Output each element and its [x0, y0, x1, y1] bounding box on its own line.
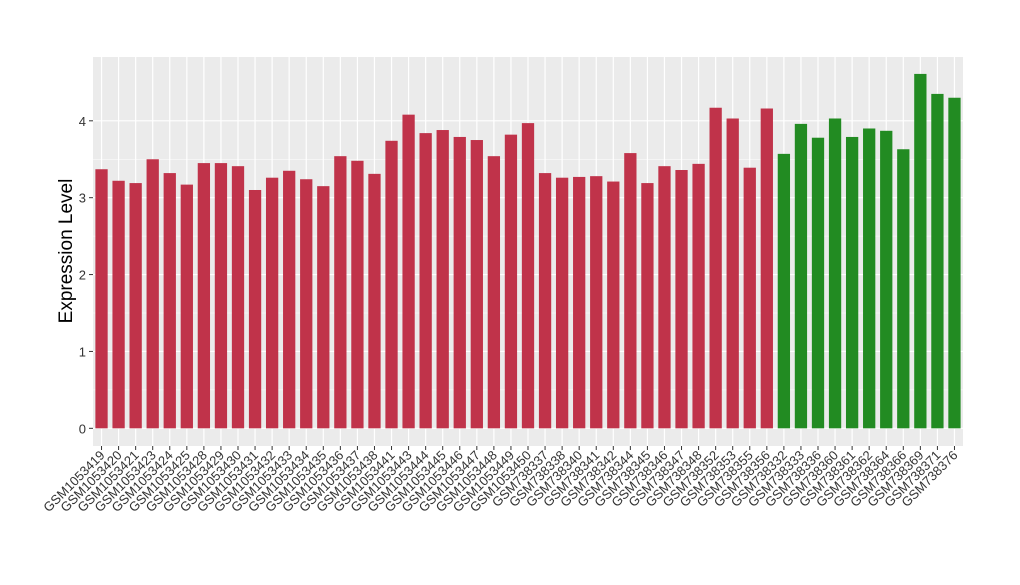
bar: [538, 173, 552, 429]
bar: [436, 130, 449, 429]
bar: [794, 123, 808, 429]
y-tick-label: 0: [79, 421, 86, 436]
bar: [607, 181, 620, 429]
bar: [487, 156, 501, 429]
y-axis-title: Expression Level: [56, 179, 77, 324]
bar: [197, 163, 211, 429]
bar: [590, 176, 603, 429]
bar: [828, 118, 842, 429]
bar: [112, 180, 125, 429]
bar: [368, 173, 381, 429]
y-tick-label: 1: [79, 344, 86, 359]
bar: [402, 114, 415, 429]
bar: [453, 136, 466, 429]
bar: [385, 140, 398, 429]
bar: [914, 73, 927, 429]
bar: [777, 153, 791, 429]
bar: [743, 167, 756, 429]
bar: [146, 159, 159, 429]
bar: [811, 137, 825, 429]
bar: [573, 176, 586, 429]
bar: [845, 136, 859, 429]
bar: [658, 166, 671, 429]
bar: [521, 123, 535, 429]
bar: [317, 186, 330, 429]
bar: [624, 153, 637, 429]
bar: [248, 189, 262, 429]
bar: [351, 160, 364, 429]
bar: [334, 156, 347, 429]
bar: [863, 128, 876, 429]
bar: [675, 170, 688, 429]
bar: [470, 140, 483, 429]
y-tick-label: 2: [79, 268, 86, 283]
bar: [760, 108, 773, 429]
bar: [504, 134, 518, 429]
bar: [948, 97, 961, 429]
y-tick-label: 3: [79, 191, 86, 206]
bar: [555, 177, 569, 429]
bar: [214, 163, 228, 429]
bar: [641, 183, 654, 429]
bar: [300, 179, 313, 429]
bar: [931, 93, 944, 429]
bar: [163, 173, 176, 429]
bar: [419, 133, 432, 429]
bar: [726, 118, 739, 429]
bar: [95, 169, 108, 429]
bar: [880, 130, 893, 429]
bar: [129, 183, 142, 429]
bar: [180, 184, 193, 429]
y-tick-label: 4: [79, 114, 86, 129]
bar: [709, 107, 722, 429]
bar: [231, 166, 245, 429]
bar: [265, 177, 279, 429]
bar: [283, 170, 296, 429]
bar: [897, 149, 910, 429]
bar: [692, 163, 705, 429]
